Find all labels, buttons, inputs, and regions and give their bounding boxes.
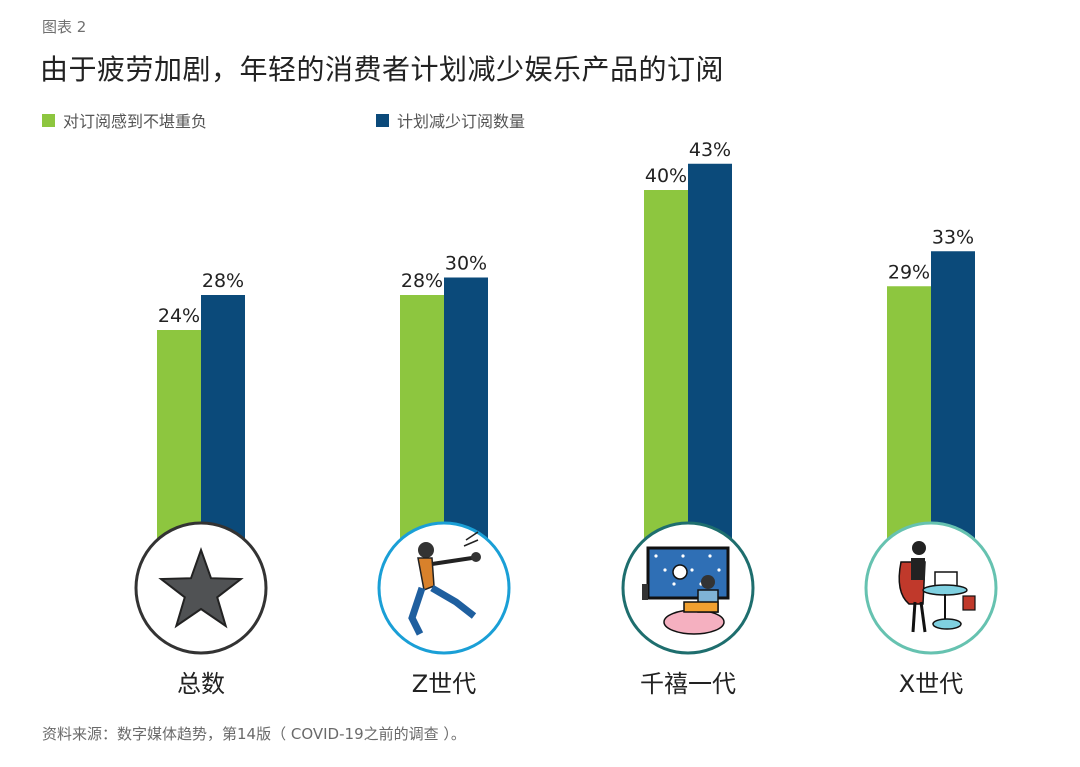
legend-item-overwhelmed: 对订阅感到不堪重负	[42, 108, 207, 132]
data-label: 33%	[932, 226, 974, 248]
category-label: 千禧一代	[640, 670, 736, 698]
dancing-person-icon	[377, 521, 511, 655]
bar-reduce	[931, 251, 975, 540]
bar-reduce	[444, 277, 488, 540]
category-label: Z世代	[412, 670, 476, 698]
source-note: 资料来源：数字媒体趋势，第14版（ COVID-19之前的调查 ）。	[42, 725, 466, 743]
bar-overwhelmed	[644, 190, 688, 540]
legend-label-reduce: 计划减少订阅数量	[397, 112, 526, 131]
figure-label: 图表 2	[42, 18, 87, 36]
bar-overwhelmed	[400, 295, 444, 540]
data-label: 30%	[445, 253, 487, 275]
data-label: 40%	[645, 165, 687, 187]
bar-reduce	[201, 295, 245, 540]
star-icon	[134, 521, 268, 655]
data-label: 28%	[202, 270, 244, 292]
bar-reduce	[688, 163, 732, 540]
legend-swatch-navy	[376, 113, 389, 127]
woman-at-laptop-icon	[864, 521, 998, 655]
bar-overwhelmed	[887, 286, 931, 540]
gamer-couple-icon	[621, 521, 755, 655]
legend-item-reduce: 计划减少订阅数量	[376, 108, 525, 132]
legend-swatch-green	[42, 113, 55, 127]
bar-overwhelmed	[157, 330, 201, 540]
data-label: 24%	[158, 305, 200, 327]
data-label: 43%	[689, 139, 731, 161]
legend-label-overwhelmed: 对订阅感到不堪重负	[63, 112, 208, 131]
data-label: 28%	[401, 270, 443, 292]
category-label: 总数	[177, 670, 225, 698]
chart-title: 由于疲劳加剧，年轻的消费者计划减少娱乐产品的订阅	[40, 53, 725, 86]
data-label: 29%	[888, 261, 930, 283]
category-label: X世代	[899, 670, 963, 698]
